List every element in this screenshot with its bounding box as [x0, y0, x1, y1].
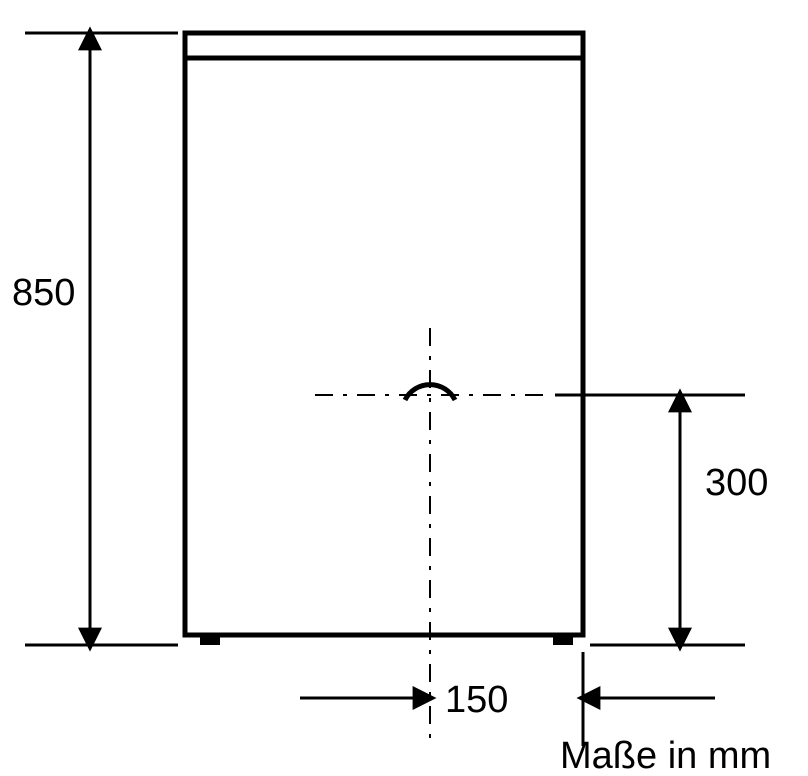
dimension-300-label: 300 [705, 462, 768, 504]
appliance-outline [185, 33, 583, 645]
dimension-850-label: 850 [12, 272, 75, 314]
dimension-850: 850 [12, 33, 178, 645]
foot-right [553, 635, 573, 645]
center-mark [315, 328, 545, 746]
units-caption: Maße in mm [560, 735, 771, 776]
dimension-150: 150 [300, 652, 715, 746]
technical-drawing: 850 300 150 Maße in mm [0, 0, 808, 776]
foot-left [200, 635, 220, 645]
drawing-container: 850 300 150 Maße in mm [0, 0, 808, 776]
dimension-300: 300 [555, 395, 768, 645]
dimension-150-label: 150 [445, 679, 508, 721]
